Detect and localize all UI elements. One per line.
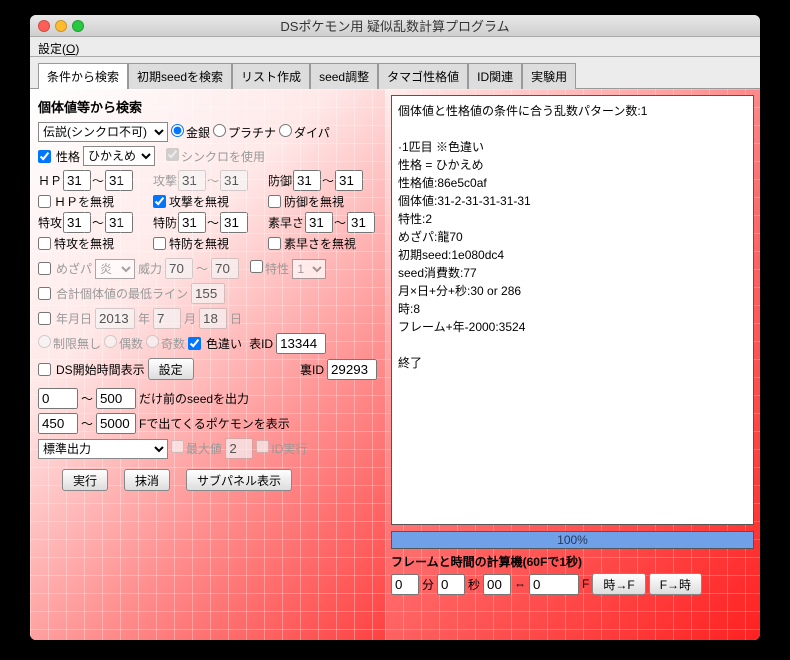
parity-none [38,335,51,348]
frame-to-time-button[interactable]: F→時 [649,573,702,595]
seedback-hi[interactable] [96,388,136,409]
shiny-cb[interactable] [188,337,201,350]
output-select[interactable]: 標準出力 [38,439,168,459]
right-panel: 個体値と性格値の条件に合う乱数パターン数:1 ·1匹目 ※色違い 性格 = ひか… [385,89,760,640]
hp-lo[interactable] [63,170,91,191]
version-gs[interactable]: 金銀 [171,124,210,141]
clear-button[interactable]: 抹消 [124,469,170,491]
calc-csec[interactable] [483,574,511,595]
tab-id[interactable]: ID関連 [468,63,522,89]
tab-bar: 条件から検索 初期seedを検索 リスト作成 seed調整 タマゴ性格値 ID関… [30,57,760,89]
app-window: DSポケモン用 疑似乱数計算プログラム 設定(O) 条件から検索 初期seedを… [30,15,760,640]
calc-min[interactable] [391,574,419,595]
version-pt[interactable]: プラチナ [213,124,276,141]
left-panel: 個体値等から検索 伝説(シンクロ不可) 金銀 プラチナ ダイパ 性格 ひかえめ … [30,89,385,640]
spe-ign[interactable] [268,237,281,250]
sid[interactable] [327,359,377,380]
calc-frame[interactable] [529,574,579,595]
version-dp[interactable]: ダイパ [279,124,330,141]
day [199,308,227,329]
date-cb[interactable] [38,312,51,325]
progress-bar: 100% [391,531,754,549]
spd-lo[interactable] [178,212,206,233]
frames-lo[interactable] [38,413,78,434]
hppow-lo [165,258,193,279]
atk-ign[interactable] [153,195,166,208]
nature-checkbox[interactable] [38,150,51,163]
dstime-settings-button[interactable]: 設定 [148,358,194,380]
tid[interactable] [276,333,326,354]
tab-seed-search[interactable]: 初期seedを検索 [128,63,232,89]
sync-checkbox [166,148,179,161]
atk-hi [220,170,248,191]
tab-exp[interactable]: 実験用 [522,63,576,89]
window-title: DSポケモン用 疑似乱数計算プログラム [30,16,760,35]
def-lo[interactable] [293,170,321,191]
parity-even [104,335,117,348]
abil-select: 1 [292,259,326,279]
calc-title: フレームと時間の計算機(60Fで1秒) [391,553,754,570]
output-textarea[interactable]: 個体値と性格値の条件に合う乱数パターン数:1 ·1匹目 ※色違い 性格 = ひか… [391,95,754,525]
nature-label: 性格 [56,148,80,165]
hp-ign[interactable] [38,195,51,208]
total-cb[interactable] [38,287,51,300]
tab-egg[interactable]: タマゴ性格値 [378,63,468,89]
seedback-lo[interactable] [38,388,78,409]
spd-hi[interactable] [220,212,248,233]
run-button[interactable]: 実行 [62,469,108,491]
time-to-frame-button[interactable]: 時→F [592,573,645,595]
hp-hi[interactable] [105,170,133,191]
frames-hi[interactable] [96,413,136,434]
titlebar: DSポケモン用 疑似乱数計算プログラム [30,15,760,37]
spd-ign[interactable] [153,237,166,250]
menu-settings[interactable]: 設定(O) [30,37,760,57]
spa-ign[interactable] [38,237,51,250]
dstime-cb[interactable] [38,363,51,376]
parity-odd [146,335,159,348]
spa-hi[interactable] [105,212,133,233]
hptype-select: 炎 [95,259,135,279]
hptype-cb[interactable] [38,262,51,275]
tab-list[interactable]: リスト作成 [232,63,310,89]
calc-sec[interactable] [437,574,465,595]
year [95,308,135,329]
month [153,308,181,329]
atk-lo [178,170,206,191]
total-val [191,283,225,304]
subpanel-button[interactable]: サブパネル表示 [186,469,292,491]
type-select[interactable]: 伝説(シンクロ不可) [38,122,168,142]
max-val [225,438,253,459]
def-ign[interactable] [268,195,281,208]
spe-hi[interactable] [347,212,375,233]
spa-lo[interactable] [63,212,91,233]
abil-cb[interactable] [250,260,263,273]
hppow-hi [211,258,239,279]
max-cb [171,440,184,453]
def-hi[interactable] [335,170,363,191]
nature-select[interactable]: ひかえめ [83,146,155,166]
exec-cb [256,440,269,453]
tab-seed-adjust[interactable]: seed調整 [310,63,378,89]
tab-search[interactable]: 条件から検索 [38,63,128,89]
panel-heading: 個体値等から検索 [38,97,377,116]
spe-lo[interactable] [305,212,333,233]
